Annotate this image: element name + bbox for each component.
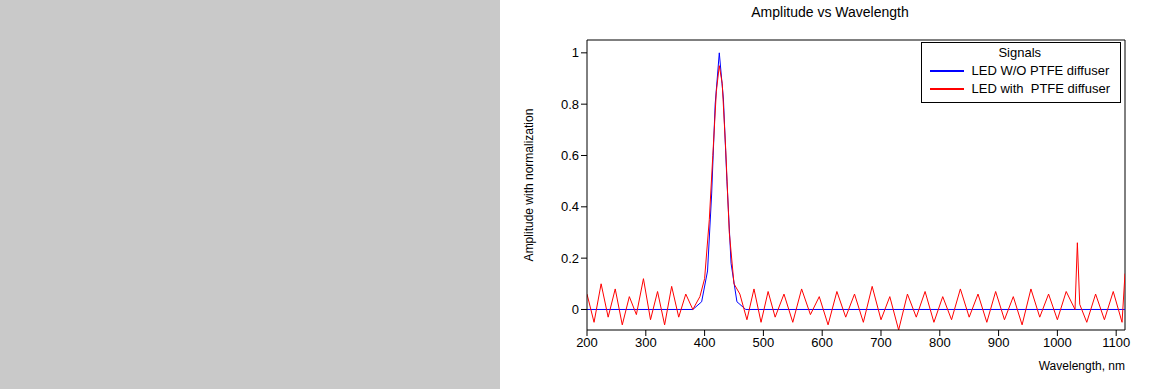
html-text:Amplitude vs Wavelength: Amplitude vs Wavelength [751,4,909,20]
svg-text:0.4: 0.4 [561,199,579,214]
html-text:Signals: Signals [998,45,1042,60]
svg-text:600: 600 [811,335,833,350]
svg-text:Wavelength, nm: Wavelength, nm [1039,359,1125,373]
svg-text:0.8: 0.8 [561,97,579,112]
html-text:LED with PTFE diffuser: LED with PTFE diffuser [971,81,1110,96]
svg-text:400: 400 [694,335,716,350]
svg-text:1: 1 [572,45,579,60]
svg-text:800: 800 [929,335,951,350]
svg-text:700: 700 [870,335,892,350]
svg-text:500: 500 [753,335,775,350]
html-text:LED W/O PTFE diffuser: LED W/O PTFE diffuser [971,63,1110,78]
svg-text:Amplitude with normalization: Amplitude with normalization [522,109,536,262]
svg-text:300: 300 [635,335,657,350]
svg-text:1000: 1000 [1043,335,1072,350]
svg-text:1100: 1100 [1102,335,1130,350]
svg-text:0.2: 0.2 [561,251,579,266]
svg-text:200: 200 [576,335,598,350]
svg-text:0.6: 0.6 [561,148,579,163]
svg-text:0: 0 [572,302,579,317]
svg-text:900: 900 [988,335,1010,350]
